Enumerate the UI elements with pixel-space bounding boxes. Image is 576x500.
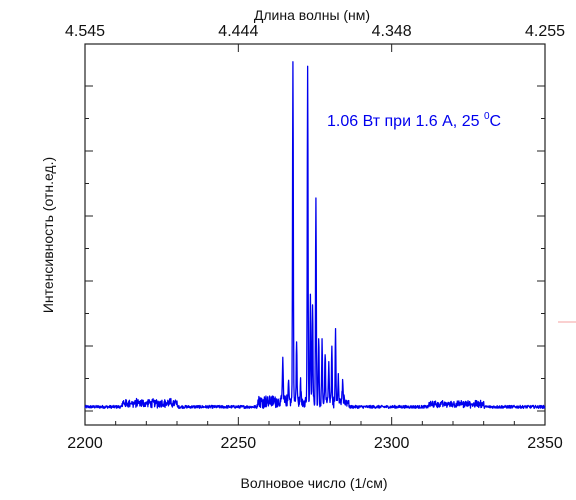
x2-tick-label: 4.545: [65, 23, 105, 40]
y-axis-title: Интенсивность (отн.ед.): [40, 157, 56, 313]
bottom-x-axis: 2200 2250 2300 2350: [67, 417, 563, 452]
top-axis-title: Длина волны (нм): [254, 7, 370, 23]
measurement-annotation: 1.06 Вт при 1.6 A, 25 0C: [327, 111, 501, 130]
plot-frame: [84, 43, 546, 426]
bottom-axis-title: Волновое число (1/см): [241, 475, 388, 491]
left-y-axis: [85, 85, 93, 412]
right-y-axis: [537, 85, 545, 412]
x-tick-label: 2200: [67, 435, 103, 452]
x2-tick-label: 4.255: [525, 23, 565, 40]
spectrum-series-line: [84, 61, 546, 409]
x-tick-label: 2250: [221, 435, 257, 452]
top-x-axis: 4.545 4.444 4.348 4.255: [65, 23, 565, 52]
x2-tick-label: 4.348: [372, 23, 412, 40]
x-tick-label: 2350: [527, 435, 563, 452]
x-tick-label: 2300: [374, 435, 410, 452]
x2-tick-label: 4.444: [218, 23, 258, 40]
